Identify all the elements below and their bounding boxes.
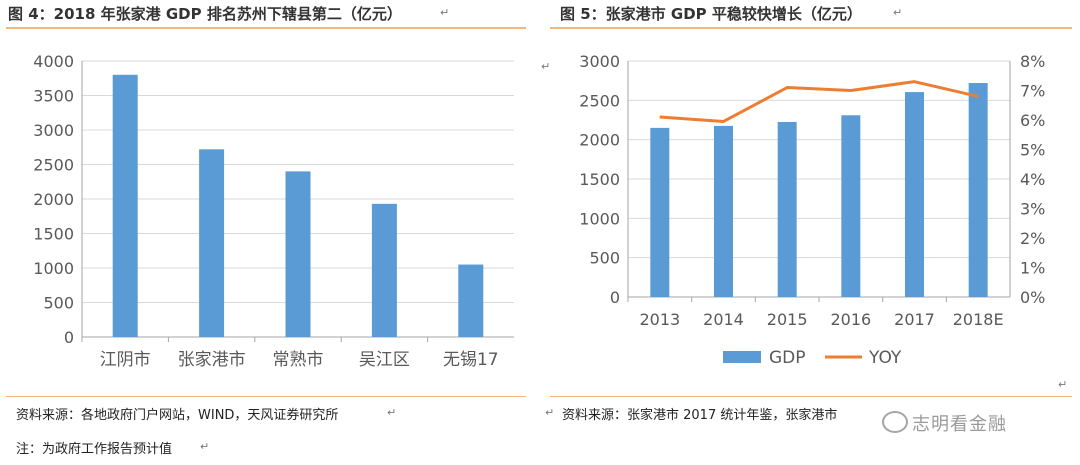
wechat-icon xyxy=(882,411,908,433)
paragraph-mark: ↵ xyxy=(893,6,903,19)
y-tick-label-right: 7% xyxy=(1020,82,1045,101)
right-figure-title: 图 5：张家港市 GDP 平稳较快增长（亿元） xyxy=(560,5,862,23)
y-tick-label: 3500 xyxy=(33,87,74,106)
chart-right: 0 500 1000 1500 2000 2500 3000 0% 1% 2% 3% 4% 5% 6% 7%… xyxy=(579,52,1045,368)
right-source-text: 资料来源：张家港市 2017 统计年鉴，张家港市 xyxy=(562,408,838,423)
y-tick-label: 500 xyxy=(43,294,74,313)
y-tick-label: 0 xyxy=(64,328,74,347)
bar xyxy=(905,92,924,297)
y-tick-label-right: 3% xyxy=(1020,200,1045,219)
left-figure-title: 图 4：2018 年张家港 GDP 排名苏州下辖县第二（亿元） xyxy=(8,5,402,23)
bar xyxy=(777,121,797,297)
y-tick-label-left: 1000 xyxy=(579,209,620,228)
x-tick-label: 2017 xyxy=(894,310,935,329)
bar xyxy=(285,171,311,337)
legend-label-gdp: GDP xyxy=(769,348,806,368)
y-tick-label-left: 3000 xyxy=(579,52,620,71)
yoy-point xyxy=(659,116,661,118)
bar xyxy=(650,127,670,297)
y-tick-label: 2000 xyxy=(33,190,74,209)
paragraph-mark: ↵ xyxy=(200,440,210,453)
y-tick-label: 1000 xyxy=(33,259,74,278)
bar xyxy=(458,264,484,337)
yoy-point xyxy=(786,87,788,89)
y-tick-label-left: 500 xyxy=(589,249,620,268)
bar xyxy=(112,74,138,338)
paragraph-mark: ↵ xyxy=(541,60,551,73)
x-tick-label: 2016 xyxy=(830,310,871,329)
y-tick-label-left: 0 xyxy=(610,288,620,307)
y-tick-label: 4000 xyxy=(33,52,74,71)
bar xyxy=(714,125,733,298)
left-source-text: 资料来源：各地政府门户网站，WIND，天风证券研究所 xyxy=(16,408,339,423)
y-tick-label-right: 4% xyxy=(1020,170,1045,189)
bar xyxy=(968,83,988,297)
yoy-point xyxy=(977,95,979,97)
paragraph-mark: ↵ xyxy=(440,6,450,19)
yoy-line xyxy=(659,80,979,123)
yoy-point xyxy=(914,81,915,83)
yoy-point xyxy=(723,120,724,122)
chart-left: 0 500 1000 1500 2000 2500 3000 3500 4000 江阴市 张家港市 常… xyxy=(33,52,514,370)
y-tick-label-right: 5% xyxy=(1020,141,1045,160)
x-tick-label: 2018E xyxy=(953,310,1004,329)
y-tick-label-left: 2500 xyxy=(579,91,620,110)
x-tick-label: 2015 xyxy=(767,310,808,329)
bottom-rule-right xyxy=(550,396,1072,397)
y-tick-label-left: 2000 xyxy=(579,131,620,150)
bottom-rule-left xyxy=(6,396,526,397)
y-tick-label-right: 6% xyxy=(1020,111,1045,130)
x-tick-label: 无锡17 xyxy=(443,350,499,370)
x-tick-label: 2013 xyxy=(639,310,680,329)
watermark-text: 志明看金融 xyxy=(912,414,1007,435)
left-note-text: 注：为政府工作报告预计值 xyxy=(16,442,173,457)
y-tick-label: 2500 xyxy=(33,156,74,175)
bar xyxy=(199,149,225,337)
y-tick-label-right: 1% xyxy=(1020,259,1045,278)
y-tick-label-left: 1500 xyxy=(579,170,620,189)
x-tick-label: 江阴市 xyxy=(100,350,151,370)
title-rule-right xyxy=(550,27,1072,29)
x-tick-label: 吴江区 xyxy=(359,350,410,370)
y-tick-label: 3000 xyxy=(33,121,74,140)
y-tick-label-right: 0% xyxy=(1020,288,1045,307)
bar xyxy=(841,115,861,297)
legend-label-yoy: YOY xyxy=(868,348,902,368)
y-tick-label: 1500 xyxy=(33,225,74,244)
x-tick-label: 常熟市 xyxy=(273,349,324,370)
yoy-point xyxy=(850,90,852,91)
bar xyxy=(371,203,397,337)
title-rule-left xyxy=(6,27,526,29)
y-tick-label-right: 2% xyxy=(1020,229,1045,248)
paragraph-mark: ↵ xyxy=(1058,378,1068,391)
legend-swatch-gdp xyxy=(723,351,761,363)
y-tick-label-right: 8% xyxy=(1020,52,1045,71)
x-tick-label: 张家港市 xyxy=(178,350,246,370)
paragraph-mark: ↵ xyxy=(387,406,397,419)
x-tick-label: 2014 xyxy=(703,310,744,329)
paragraph-mark: ↵ xyxy=(545,406,555,419)
